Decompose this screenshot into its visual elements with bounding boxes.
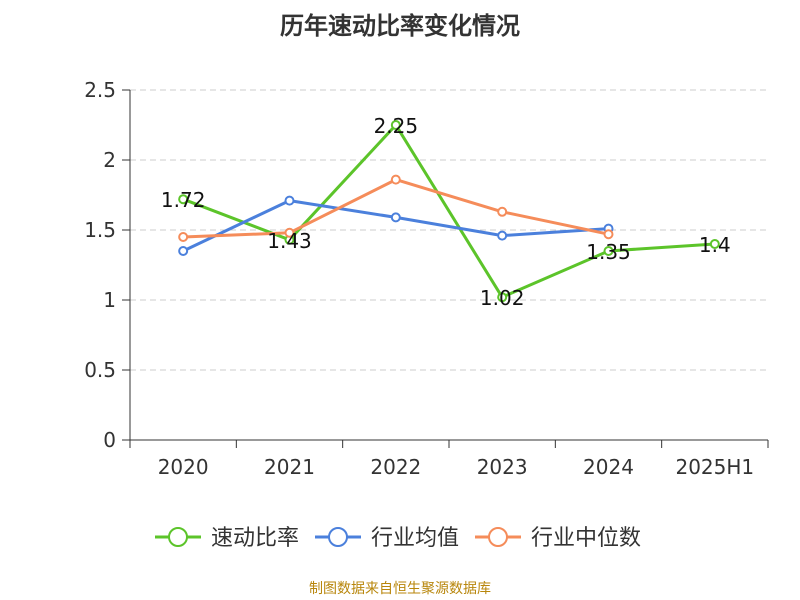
data-point	[390, 174, 401, 185]
data-point	[390, 120, 401, 130]
y-tick-label: 1	[103, 288, 116, 312]
legend-swatch-marker	[168, 527, 188, 547]
y-tick-label: 2	[103, 148, 116, 172]
data-point	[284, 195, 295, 206]
data-label: 1.4	[699, 233, 731, 257]
data-label: 1.02	[480, 286, 525, 310]
legend-label: 行业均值	[371, 526, 459, 551]
data-point	[603, 229, 614, 240]
data-point	[178, 194, 189, 205]
data-label: 2.25	[374, 114, 419, 138]
x-tick-label: 2024	[583, 455, 634, 479]
legend-swatch-marker	[328, 527, 348, 547]
x-tick-label: 2025H1	[675, 455, 754, 479]
data-point	[390, 212, 401, 223]
series-lines	[178, 120, 720, 303]
series-line-1	[182, 199, 609, 253]
data-point	[603, 246, 614, 256]
data-point	[709, 239, 720, 249]
legend-label: 行业中位数	[531, 526, 641, 551]
legend: 速动比率 行业均值 行业中位数	[155, 526, 641, 551]
grid-lines	[130, 89, 768, 371]
axes: 0 0.5 1 1.5 2 2.5 2020 2021 2022 2023 2024 2025H1	[84, 78, 769, 479]
legend-label: 速动比率	[211, 526, 299, 551]
x-tick-label: 2022	[370, 455, 421, 479]
data-labels: 1.72 1.43 2.25 1.02 1.35 1.4	[161, 114, 731, 310]
data-label: 1.72	[161, 188, 206, 212]
data-point	[178, 246, 189, 256]
chart-title: 历年速动比率变化情况	[280, 12, 520, 40]
data-point	[178, 232, 189, 242]
data-label: 1.35	[586, 240, 631, 264]
x-tick-label: 2021	[264, 455, 315, 479]
y-tick-label: 2.5	[84, 78, 116, 102]
x-tick-label: 2023	[477, 455, 528, 479]
y-tick-label: 0	[103, 428, 116, 452]
x-tick-label: 2020	[158, 455, 209, 479]
data-label: 1.43	[267, 229, 312, 253]
data-point	[497, 292, 508, 303]
legend-swatch-marker	[488, 527, 508, 547]
y-tick-label: 0.5	[84, 358, 116, 382]
data-point	[497, 206, 508, 217]
data-point	[284, 227, 295, 238]
source-note: 制图数据来自恒生聚源数据库	[309, 581, 491, 597]
series-line-0	[182, 123, 715, 299]
data-point	[497, 230, 508, 241]
y-tick-label: 1.5	[84, 218, 116, 242]
series-line-2	[183, 178, 609, 239]
